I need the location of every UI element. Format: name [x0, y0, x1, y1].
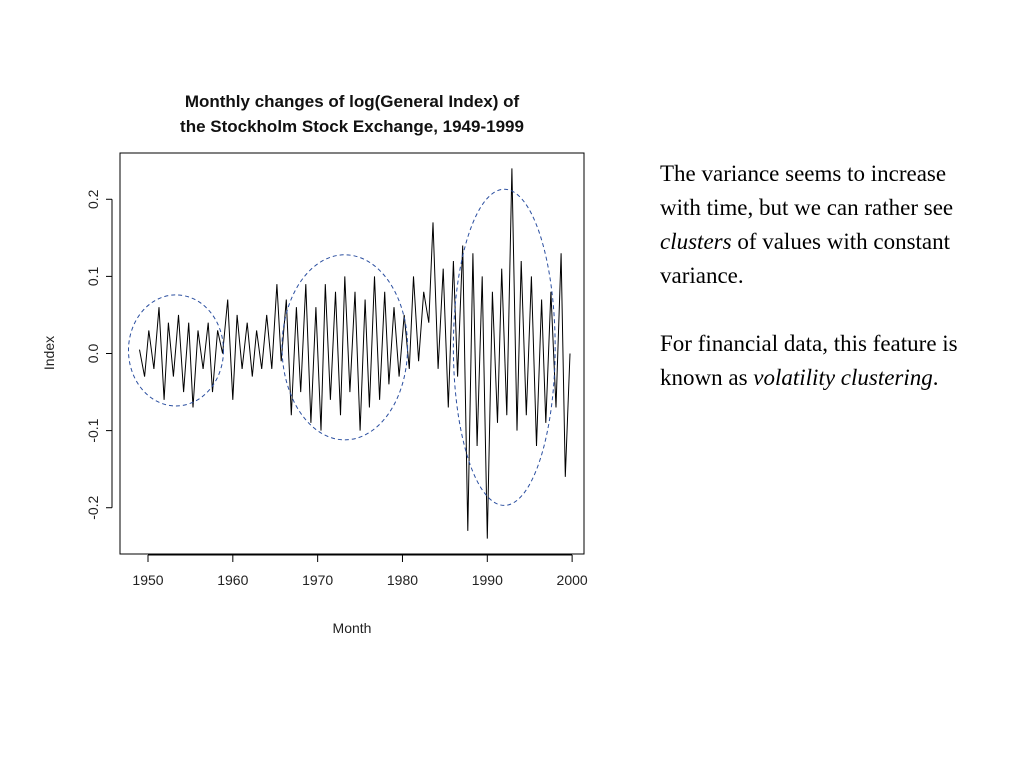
- explanation-paragraph-2: For financial data, this feature is know…: [660, 327, 980, 395]
- cluster-ellipse: [452, 188, 556, 506]
- plot-frame: [119, 152, 585, 555]
- x-tick-label: 1980: [387, 572, 418, 588]
- y-tick-label: 0.0: [85, 344, 101, 364]
- note-text: For financial data, this feature is know…: [660, 331, 958, 390]
- note-emphasis: volatility clustering: [753, 365, 933, 390]
- x-tick-label: 1950: [132, 572, 163, 588]
- y-tick-label: -0.1: [85, 418, 101, 442]
- series-line: [139, 168, 571, 539]
- y-tick-label: 0.2: [85, 189, 101, 209]
- y-axis: -0.2 -0.1 0.0 0.1 0.2: [85, 189, 113, 520]
- cluster-ellipse: [281, 254, 409, 441]
- y-axis-label: Index: [41, 336, 57, 370]
- chart: Monthly changes of log(General Index) of…: [41, 92, 588, 636]
- note-text: The variance seems to increase with time…: [660, 161, 954, 220]
- x-tick-label: 1970: [302, 572, 333, 588]
- x-tick-label: 1990: [472, 572, 503, 588]
- chart-title-line-2: the Stockholm Stock Exchange, 1949-1999: [180, 117, 524, 136]
- note-text: of values with constant variance.: [660, 229, 951, 288]
- cluster-annotations: [127, 188, 556, 506]
- y-tick-label: -0.2: [85, 495, 101, 519]
- chart-title-line-1: Monthly changes of log(General Index) of: [185, 92, 520, 111]
- explanation-paragraph-1: The variance seems to increase with time…: [660, 157, 980, 293]
- series-path: [139, 168, 571, 539]
- explanation-text: The variance seems to increase with time…: [660, 157, 980, 429]
- x-axis: 1950 1960 1970 1980 1990 2000: [132, 554, 588, 588]
- note-emphasis: clusters: [660, 229, 732, 254]
- x-axis-label: Month: [333, 620, 372, 636]
- y-tick-label: 0.1: [85, 266, 101, 286]
- note-text: .: [932, 365, 939, 390]
- cluster-ellipse: [127, 294, 224, 407]
- x-tick-label: 2000: [557, 572, 588, 588]
- x-tick-label: 1960: [217, 572, 248, 588]
